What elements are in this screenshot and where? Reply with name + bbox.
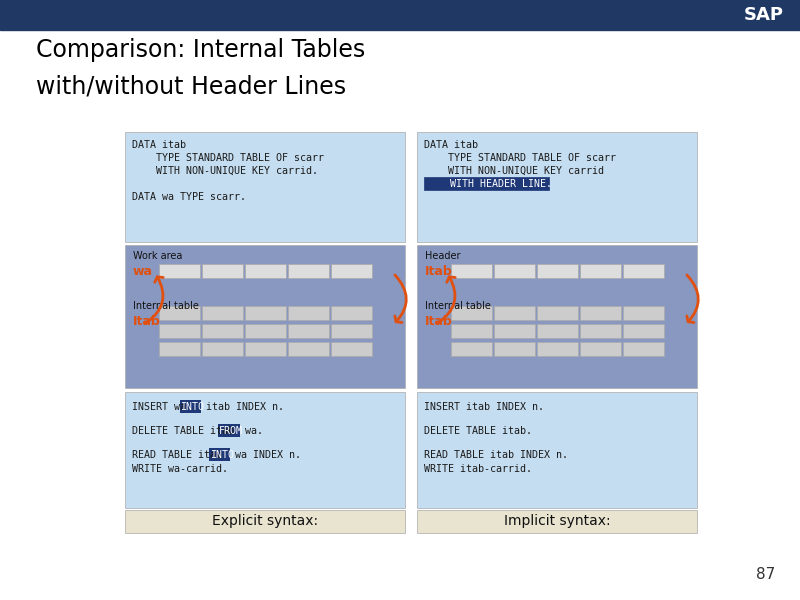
Bar bbox=[288, 324, 329, 338]
Bar bbox=[159, 342, 200, 356]
Bar bbox=[537, 264, 578, 278]
Text: DELETE TABLE itab.: DELETE TABLE itab. bbox=[424, 426, 532, 436]
Bar bbox=[159, 324, 200, 338]
Text: 87: 87 bbox=[756, 567, 775, 582]
Bar bbox=[537, 324, 578, 338]
Bar bbox=[451, 342, 492, 356]
Text: WRITE itab-carrid.: WRITE itab-carrid. bbox=[424, 464, 532, 474]
Bar bbox=[417, 510, 697, 533]
Text: Header: Header bbox=[425, 251, 461, 261]
Text: wa.: wa. bbox=[238, 426, 262, 436]
Text: FROM: FROM bbox=[219, 426, 243, 436]
Bar bbox=[245, 324, 286, 338]
Bar bbox=[179, 400, 201, 413]
Bar bbox=[451, 264, 492, 278]
Bar bbox=[580, 324, 621, 338]
Bar bbox=[125, 245, 405, 388]
Bar bbox=[245, 264, 286, 278]
Text: Implicit syntax:: Implicit syntax: bbox=[504, 514, 610, 529]
Bar bbox=[494, 324, 535, 338]
Text: WRITE wa-carrid.: WRITE wa-carrid. bbox=[132, 464, 228, 474]
Bar bbox=[288, 342, 329, 356]
Bar bbox=[202, 324, 243, 338]
Bar bbox=[125, 510, 405, 533]
Bar bbox=[494, 306, 535, 320]
Text: INSERT wa: INSERT wa bbox=[132, 402, 192, 412]
Text: wa INDEX n.: wa INDEX n. bbox=[229, 450, 301, 460]
Text: Internal table: Internal table bbox=[425, 301, 491, 311]
Bar bbox=[623, 306, 664, 320]
Bar bbox=[451, 306, 492, 320]
Text: wa: wa bbox=[133, 265, 153, 278]
Text: Explicit syntax:: Explicit syntax: bbox=[212, 514, 318, 529]
Bar bbox=[288, 306, 329, 320]
Text: WITH NON-UNIQUE KEY carrid.: WITH NON-UNIQUE KEY carrid. bbox=[132, 166, 318, 176]
Text: Itab: Itab bbox=[425, 315, 453, 328]
Bar bbox=[159, 306, 200, 320]
Bar bbox=[288, 264, 329, 278]
Bar bbox=[0, 0, 800, 30]
Bar bbox=[580, 264, 621, 278]
Bar bbox=[424, 177, 549, 190]
Bar bbox=[494, 342, 535, 356]
Text: SAP: SAP bbox=[744, 6, 784, 24]
Text: INTO: INTO bbox=[181, 402, 205, 412]
Bar bbox=[417, 392, 697, 508]
Text: TYPE STANDARD TABLE OF scarr: TYPE STANDARD TABLE OF scarr bbox=[132, 153, 324, 163]
Bar bbox=[245, 342, 286, 356]
Text: DELETE TABLE itab: DELETE TABLE itab bbox=[132, 426, 240, 436]
Text: INTO: INTO bbox=[210, 450, 234, 460]
Text: WITH HEADER LINE.: WITH HEADER LINE. bbox=[426, 179, 552, 189]
Text: TYPE STANDARD TABLE OF scarr: TYPE STANDARD TABLE OF scarr bbox=[424, 153, 616, 163]
Bar bbox=[202, 264, 243, 278]
Bar bbox=[537, 342, 578, 356]
Text: DATA itab: DATA itab bbox=[132, 140, 186, 150]
Text: READ TABLE itab: READ TABLE itab bbox=[132, 450, 228, 460]
Text: WITH NON-UNIQUE KEY carrid: WITH NON-UNIQUE KEY carrid bbox=[424, 166, 604, 176]
Bar bbox=[623, 324, 664, 338]
Bar bbox=[580, 306, 621, 320]
Text: itab INDEX n.: itab INDEX n. bbox=[200, 402, 284, 412]
Bar bbox=[417, 245, 697, 388]
Text: DATA wa TYPE scarr.: DATA wa TYPE scarr. bbox=[132, 192, 246, 202]
Bar bbox=[245, 306, 286, 320]
Bar bbox=[451, 324, 492, 338]
Text: READ TABLE itab INDEX n.: READ TABLE itab INDEX n. bbox=[424, 450, 568, 460]
Text: Comparison: Internal Tables: Comparison: Internal Tables bbox=[36, 38, 366, 62]
Bar bbox=[537, 306, 578, 320]
Bar bbox=[209, 448, 230, 461]
Bar bbox=[417, 132, 697, 242]
Bar bbox=[331, 264, 372, 278]
Text: Itab: Itab bbox=[133, 315, 161, 328]
Text: with/without Header Lines: with/without Header Lines bbox=[36, 75, 346, 99]
Bar bbox=[202, 306, 243, 320]
Bar bbox=[494, 264, 535, 278]
Text: Internal table: Internal table bbox=[133, 301, 199, 311]
Bar bbox=[331, 324, 372, 338]
Text: INSERT itab INDEX n.: INSERT itab INDEX n. bbox=[424, 402, 544, 412]
Bar bbox=[125, 132, 405, 242]
Text: DATA itab: DATA itab bbox=[424, 140, 478, 150]
Bar bbox=[159, 264, 200, 278]
Bar bbox=[202, 342, 243, 356]
Bar bbox=[331, 342, 372, 356]
Text: Itab: Itab bbox=[425, 265, 453, 278]
Text: Work area: Work area bbox=[133, 251, 182, 261]
Bar bbox=[125, 392, 405, 508]
Bar bbox=[331, 306, 372, 320]
Bar bbox=[623, 342, 664, 356]
Bar bbox=[580, 342, 621, 356]
Bar bbox=[623, 264, 664, 278]
Bar bbox=[218, 424, 240, 437]
